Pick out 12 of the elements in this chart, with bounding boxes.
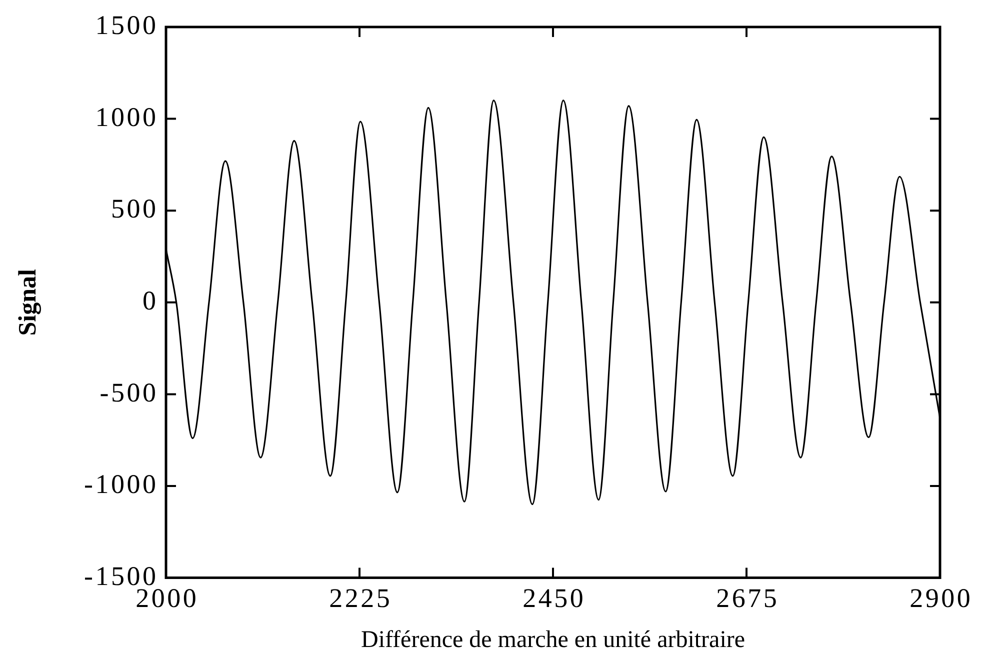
x-tick-label: 2 9 0 0 xyxy=(910,583,970,614)
x-tick-label: 2 2 2 5 xyxy=(329,583,390,614)
y-tick-label: - 5 0 0 xyxy=(100,377,156,408)
y-tick-label: 0 xyxy=(142,285,156,316)
x-axis-title: Différence de marche en unité arbitraire xyxy=(361,626,745,653)
x-tick-label: 2 4 5 0 xyxy=(522,583,584,614)
y-tick-label: 1 0 0 0 xyxy=(95,102,156,132)
y-tick-label: 5 0 0 xyxy=(110,194,156,224)
x-tick-label: 2 6 7 5 xyxy=(716,583,777,614)
y-tick-label: - 1 0 0 0 xyxy=(84,469,156,500)
y-tick-label: 1 5 0 0 xyxy=(95,10,156,40)
y-axis-title: Signal xyxy=(14,269,42,336)
